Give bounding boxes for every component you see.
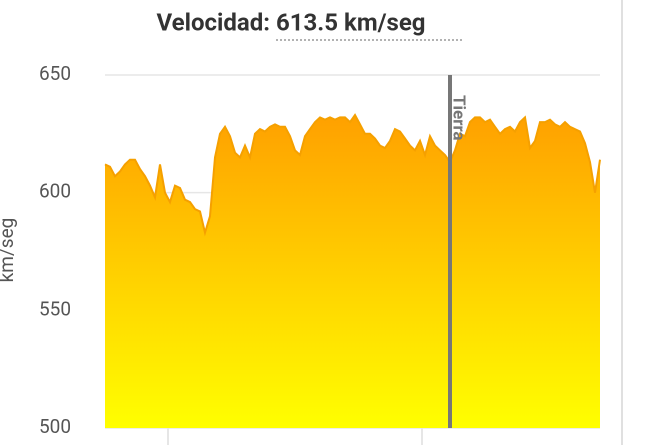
y-tick-label: 650 — [39, 62, 71, 85]
line — [104, 113, 601, 237]
y-tick-label: 550 — [39, 297, 71, 320]
chart-title: Velocidad: — [156, 8, 270, 36]
y-tick-label: 600 — [39, 180, 71, 203]
chart-value: 613.5 km/seg — [276, 8, 426, 36]
marker-label: Tierra — [449, 95, 469, 141]
y-tick-label: 500 — [39, 415, 71, 438]
area — [105, 115, 600, 428]
y-axis-label: km/seg — [0, 218, 18, 283]
